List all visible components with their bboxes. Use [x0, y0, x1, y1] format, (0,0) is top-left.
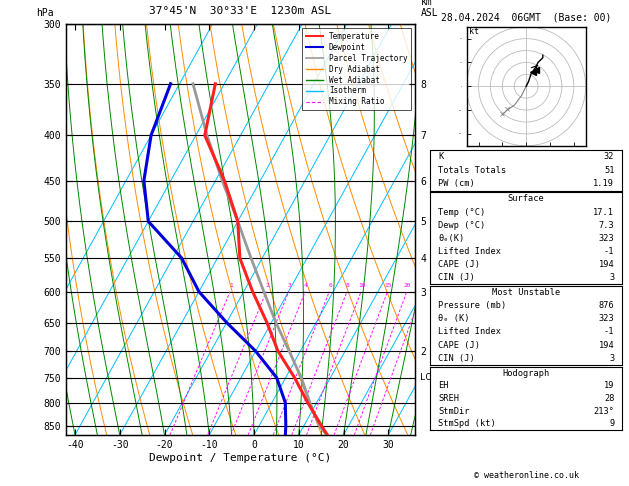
Text: hPa: hPa: [36, 8, 54, 18]
Text: 15: 15: [384, 283, 392, 289]
Text: 3: 3: [287, 283, 291, 289]
Text: -1: -1: [604, 247, 615, 256]
Text: Totals Totals: Totals Totals: [438, 166, 506, 175]
Text: Lifted Index: Lifted Index: [438, 328, 501, 336]
Text: PW (cm): PW (cm): [438, 179, 475, 188]
Text: 323: 323: [599, 314, 615, 323]
Text: 32: 32: [604, 153, 615, 161]
Text: Surface: Surface: [508, 194, 545, 204]
Text: 28: 28: [604, 394, 615, 403]
Text: Hodograph: Hodograph: [503, 369, 550, 378]
Text: 4: 4: [304, 283, 308, 289]
Text: 194: 194: [599, 341, 615, 350]
Text: 51: 51: [604, 166, 615, 175]
Text: kt: kt: [469, 27, 479, 36]
Text: ×: ×: [504, 105, 511, 115]
Text: CAPE (J): CAPE (J): [438, 341, 480, 350]
Text: θₑ (K): θₑ (K): [438, 314, 469, 323]
Text: Dewp (°C): Dewp (°C): [438, 221, 485, 229]
Text: 3: 3: [609, 273, 615, 282]
Text: 8: 8: [346, 283, 350, 289]
Text: CIN (J): CIN (J): [438, 354, 475, 363]
Text: © weatheronline.co.uk: © weatheronline.co.uk: [474, 471, 579, 480]
Text: 213°: 213°: [593, 407, 615, 416]
X-axis label: Dewpoint / Temperature (°C): Dewpoint / Temperature (°C): [150, 452, 331, 463]
Text: 3: 3: [609, 354, 615, 363]
Text: -1: -1: [604, 328, 615, 336]
Text: 876: 876: [599, 301, 615, 310]
Text: 9: 9: [609, 419, 615, 428]
Text: 7.3: 7.3: [599, 221, 615, 229]
Text: 20: 20: [404, 283, 411, 289]
Text: StmDir: StmDir: [438, 407, 469, 416]
Text: Lifted Index: Lifted Index: [438, 247, 501, 256]
Text: 6: 6: [328, 283, 332, 289]
Text: K: K: [438, 153, 443, 161]
Text: 37°45'N  30°33'E  1230m ASL: 37°45'N 30°33'E 1230m ASL: [150, 6, 331, 16]
Text: ×: ×: [499, 110, 506, 120]
Text: CAPE (J): CAPE (J): [438, 260, 480, 269]
Text: EH: EH: [438, 382, 448, 390]
Text: 2: 2: [265, 283, 269, 289]
Text: 1: 1: [229, 283, 233, 289]
Text: 323: 323: [599, 234, 615, 243]
Text: Temp (°C): Temp (°C): [438, 208, 485, 217]
Text: StmSpd (kt): StmSpd (kt): [438, 419, 496, 428]
Text: km
ASL: km ASL: [420, 0, 438, 18]
Text: 28.04.2024  06GMT  (Base: 00): 28.04.2024 06GMT (Base: 00): [441, 12, 611, 22]
Text: 19: 19: [604, 382, 615, 390]
Text: 1.19: 1.19: [593, 179, 615, 188]
Text: LCL: LCL: [420, 373, 437, 382]
Text: 194: 194: [599, 260, 615, 269]
Text: 10: 10: [358, 283, 365, 289]
Text: Most Unstable: Most Unstable: [492, 288, 560, 297]
Text: Pressure (mb): Pressure (mb): [438, 301, 506, 310]
Legend: Temperature, Dewpoint, Parcel Trajectory, Dry Adiabat, Wet Adiabat, Isotherm, Mi: Temperature, Dewpoint, Parcel Trajectory…: [302, 28, 411, 110]
Text: 17.1: 17.1: [593, 208, 615, 217]
Text: CIN (J): CIN (J): [438, 273, 475, 282]
Y-axis label: Mixing Ratio (g/kg): Mixing Ratio (g/kg): [433, 174, 443, 285]
Text: θₑ(K): θₑ(K): [438, 234, 464, 243]
Text: SREH: SREH: [438, 394, 459, 403]
